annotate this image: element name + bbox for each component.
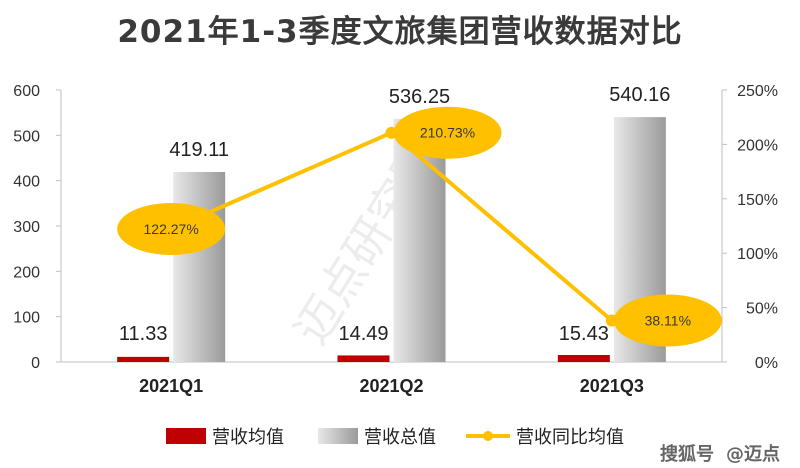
bar-avg-label: 14.49 [338, 323, 388, 345]
bar-avg [117, 356, 170, 362]
category-label: 2021Q3 [580, 376, 644, 396]
right-tick-label: 50% [746, 301, 778, 318]
line-series: 122.27% 210.73% 38.11% [117, 106, 722, 347]
yoy-bubble [613, 294, 722, 347]
right-tick-label: 200% [737, 137, 778, 154]
right-tick-label: 250% [737, 83, 778, 100]
left-tick-label: 400 [13, 174, 40, 191]
left-tick-label: 200 [13, 264, 40, 281]
bar-total-label: 540.16 [609, 84, 670, 106]
right-tick-label: 100% [737, 246, 778, 263]
bars: 11.33 419.11 14.49 536.25 15.43 540.16 [117, 84, 670, 363]
left-tick-label: 500 [13, 128, 40, 145]
category-label: 2021Q2 [359, 376, 423, 396]
legend-label-total: 营收总值 [364, 427, 436, 448]
bar-total-label: 419.11 [169, 139, 229, 161]
yoy-bubble [393, 106, 502, 159]
yoy-label: 122.27% [144, 221, 199, 237]
legend: 营收均值 营收总值 营收同比均值 [166, 427, 624, 448]
bar-total-label: 536.25 [389, 86, 450, 108]
yoy-label: 210.73% [420, 125, 475, 141]
footer-handle: @迈点 [726, 443, 780, 465]
yoy-label: 38.11% [645, 313, 691, 329]
bar-avg-label: 11.33 [119, 323, 168, 345]
bar-avg-label: 15.43 [559, 323, 609, 345]
left-tick-label: 100 [13, 310, 40, 327]
legend-label-avg: 营收均值 [212, 427, 284, 448]
footer-branding: 搜狐号 @迈点 [660, 443, 780, 465]
legend-swatch-avg [166, 428, 206, 444]
right-tick-label: 150% [737, 192, 778, 209]
left-axis-ticks: 0 100 200 300 400 500 600 [13, 83, 61, 372]
legend-swatch-total [318, 428, 358, 444]
right-tick-label: 0% [755, 355, 778, 372]
legend-swatch-marker [483, 431, 493, 441]
left-tick-label: 0 [31, 355, 40, 372]
bar-total [393, 118, 446, 363]
bar-avg [557, 355, 610, 362]
category-label: 2021Q1 [139, 376, 203, 396]
left-tick-label: 300 [13, 219, 40, 236]
legend-label-yoy: 营收同比均值 [516, 427, 624, 448]
category-labels: 2021Q1 2021Q2 2021Q3 [139, 376, 644, 396]
footer-logo-text: 搜狐号 [660, 443, 714, 465]
right-axis-ticks: 0% 50% 100% 150% 200% 250% [722, 83, 778, 372]
left-tick-label: 600 [13, 83, 40, 100]
bar-total [173, 172, 226, 362]
yoy-bubble [117, 202, 226, 255]
chart-title: 2021年1-3季度文旅集团营收数据对比 [117, 14, 683, 50]
bar-avg [337, 355, 390, 362]
